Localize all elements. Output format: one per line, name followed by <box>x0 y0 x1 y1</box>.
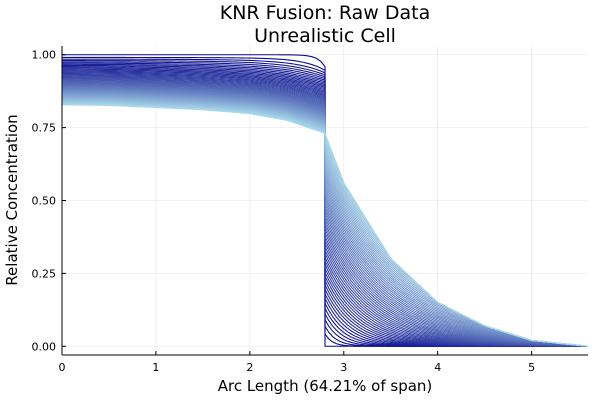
series-line <box>61 86 589 347</box>
x-axis-label: Arc Length (64.21% of span) <box>218 377 433 395</box>
series-line <box>61 85 589 347</box>
y-ticks: 0.00 0.25 0.50 0.75 1.00 <box>32 49 66 353</box>
series-line <box>61 85 589 347</box>
series-line <box>61 84 589 347</box>
y-tick-label: 0.00 <box>32 340 57 353</box>
chart-subtitle: Unrealistic Cell <box>254 25 396 47</box>
y-axis-label: Relative Concentration <box>3 114 21 285</box>
series-line <box>61 90 589 347</box>
series-line <box>61 90 589 347</box>
series-line <box>61 88 589 347</box>
x-tick-label: 3 <box>340 361 347 374</box>
series-line <box>61 83 589 347</box>
chart-title: KNR Fusion: Raw Data <box>220 2 431 24</box>
y-tick-label: 0.75 <box>32 122 57 135</box>
y-tick-label: 0.25 <box>32 267 57 280</box>
y-tick-label: 0.50 <box>32 195 57 208</box>
series-line <box>61 91 589 347</box>
x-tick-label: 0 <box>59 361 66 374</box>
series-line <box>61 104 589 347</box>
x-tick-label: 2 <box>246 361 253 374</box>
series-line <box>61 88 589 347</box>
x-tick-label: 1 <box>152 361 159 374</box>
y-tick-label: 1.00 <box>32 49 57 62</box>
x-ticks: 0 1 2 3 4 5 <box>59 351 535 374</box>
curve-family <box>61 54 589 347</box>
series-line <box>61 89 589 347</box>
x-tick-label: 5 <box>528 361 535 374</box>
series-line <box>61 87 589 347</box>
x-tick-label: 4 <box>434 361 441 374</box>
